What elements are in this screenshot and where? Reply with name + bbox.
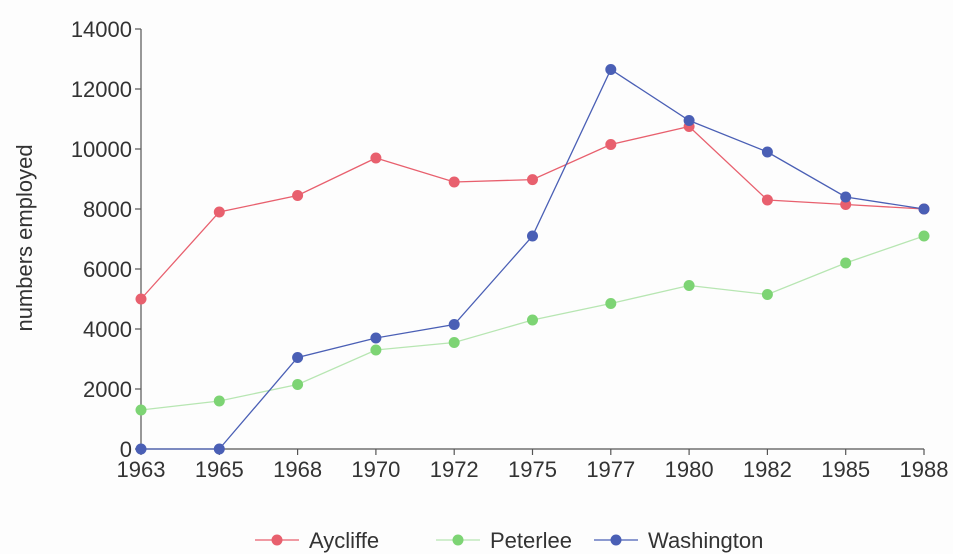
x-tick-label: 1965	[195, 457, 244, 482]
data-point	[135, 404, 147, 416]
data-point	[683, 280, 695, 291]
legend-label: Washington	[648, 528, 763, 553]
data-point	[605, 139, 617, 150]
series-line	[141, 68, 925, 450]
data-point	[448, 319, 460, 330]
legend-swatch-marker	[610, 534, 622, 546]
data-point	[840, 257, 852, 269]
x-tick-label: 1972	[430, 457, 479, 482]
data-point	[527, 230, 538, 242]
x-tick-label: 1970	[351, 457, 400, 482]
legend-swatch-marker	[271, 534, 283, 546]
x-tick-label: 1985	[821, 457, 870, 482]
x-axis: 1963 1965 1968 1970 1972 1975 1977 1980 1982 1985…	[117, 448, 949, 482]
data-point	[448, 337, 460, 348]
data-point	[683, 115, 695, 126]
data-point	[761, 194, 773, 206]
x-tick-label: 1963	[117, 457, 166, 482]
data-point	[761, 289, 773, 300]
y-tick-label: 14000	[71, 17, 132, 42]
y-tick-label: 2000	[83, 377, 132, 402]
data-point	[527, 174, 538, 186]
data-point	[761, 146, 773, 158]
legend-label: Peterlee	[490, 528, 572, 553]
data-point	[527, 314, 538, 326]
y-tick-label: 6000	[83, 257, 132, 282]
data-point	[135, 293, 147, 305]
y-axis: 0 2000 4000 6000 8000 10000 12000 14000	[71, 17, 142, 462]
data-point	[370, 332, 382, 344]
data-point	[213, 206, 225, 218]
x-tick-label: 1980	[665, 457, 714, 482]
data-point	[840, 191, 852, 203]
y-tick-label: 8000	[83, 197, 132, 222]
data-point	[370, 152, 382, 164]
x-tick-label: 1988	[900, 457, 949, 482]
data-point	[292, 352, 304, 363]
data-point	[292, 190, 304, 201]
legend-item: Peterlee	[436, 528, 572, 553]
legend-swatch-marker	[452, 534, 464, 546]
legend-item: Aycliffe	[255, 528, 379, 553]
data-point	[448, 176, 460, 188]
legend-item: Washington	[594, 528, 763, 553]
data-point	[918, 203, 930, 215]
series-peterlee	[135, 230, 930, 416]
data-point	[213, 395, 225, 407]
series-layer	[135, 64, 930, 455]
data-point	[292, 379, 304, 390]
data-point	[605, 64, 617, 75]
y-tick-label: 12000	[71, 77, 132, 102]
x-tick-label: 1968	[273, 457, 322, 482]
legend-label: Aycliffe	[309, 528, 379, 553]
x-tick-label: 1975	[508, 457, 557, 482]
y-tick-label: 4000	[83, 317, 132, 342]
legend: Aycliffe Peterlee Washington	[255, 528, 763, 553]
series-washington	[135, 64, 930, 455]
data-point	[213, 443, 225, 455]
series-line	[140, 125, 925, 300]
data-point	[605, 298, 617, 309]
data-point	[918, 230, 930, 242]
data-point	[370, 344, 382, 356]
x-tick-label: 1977	[586, 457, 635, 482]
x-tick-label: 1982	[743, 457, 792, 482]
y-tick-label: 10000	[71, 137, 132, 162]
y-axis-title: numbers employed	[12, 144, 37, 331]
y-tick-label: 0	[120, 437, 132, 462]
data-point	[135, 443, 147, 455]
